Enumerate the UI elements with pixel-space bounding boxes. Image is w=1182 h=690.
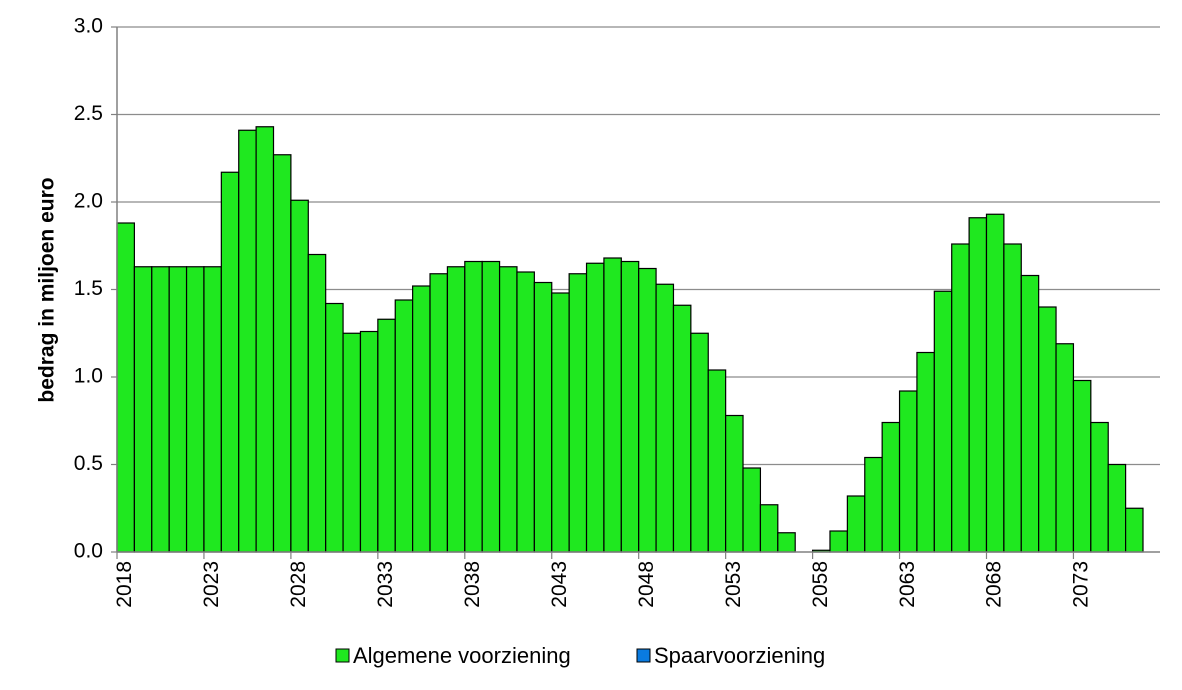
bar-2046: [603, 257, 622, 553]
x-tick-label: 2053: [722, 561, 745, 608]
bar-2043: [551, 292, 570, 553]
bar-2051: [690, 332, 709, 553]
y-tick-label: 1.0: [74, 365, 103, 388]
bar-2047: [620, 260, 640, 553]
bar-2040: [498, 266, 518, 553]
bar-2033: [377, 318, 396, 553]
bar-2068: [985, 213, 1005, 553]
bar-2028: [290, 199, 309, 553]
x-tick-label: 2068: [983, 561, 1006, 608]
bar-2035: [412, 285, 431, 553]
bar-2071: [1038, 306, 1057, 553]
x-tick-label: 2033: [374, 561, 397, 608]
bar-2027: [272, 154, 292, 553]
bar-2064: [916, 351, 935, 553]
x-tick-labels: 2018 2023 2028 2033 2038 2043 2048 2053 2058 2063…: [113, 552, 1093, 608]
legend-swatch: [335, 648, 350, 663]
bar-2032: [359, 330, 379, 553]
x-tick-label: 2028: [287, 561, 310, 608]
bar-2020: [151, 266, 170, 553]
bar-2039: [481, 260, 501, 553]
y-tick-label: 0.5: [74, 452, 103, 475]
legend-label: Algemene voorziening: [353, 643, 571, 668]
bar-2070: [1020, 274, 1040, 553]
bar-2029: [307, 253, 327, 553]
bar-2048: [638, 267, 657, 553]
bar-2065: [933, 290, 953, 553]
y-tick-label: 2.5: [74, 102, 103, 125]
x-tick-label: 2043: [548, 561, 571, 608]
y-tick-label: 0.0: [74, 540, 103, 563]
x-tick-label: 2063: [896, 561, 919, 608]
bar-2073: [1072, 379, 1092, 553]
legend-label: Spaarvoorziening: [654, 643, 825, 668]
bar-2061: [864, 456, 883, 553]
bar-2059: [829, 530, 848, 553]
bar-2044: [568, 273, 588, 553]
y-axis-title: bedrag in miljoen euro: [36, 177, 59, 402]
bar-2030: [325, 302, 344, 553]
bar-2076: [1125, 507, 1144, 553]
y-tick-label: 3.0: [74, 15, 103, 38]
bar-2025: [238, 129, 257, 553]
bar-2045: [585, 262, 605, 553]
bar-2056: [777, 532, 796, 553]
bar-2050: [672, 304, 692, 553]
bar-2069: [1003, 243, 1022, 553]
bar-2034: [394, 299, 414, 553]
x-tick-label: 2048: [635, 561, 658, 608]
legend: Algemene voorziening Spaarvoorziening: [335, 643, 825, 668]
bar-2026: [255, 126, 275, 553]
bar-2074: [1090, 421, 1109, 553]
bar-2052: [707, 369, 727, 553]
y-tick-labels: 0.0 0.5 1.0 1.5 2.0 2.5 3.0: [74, 15, 117, 563]
bar-2037: [446, 266, 466, 553]
x-tick-label: 2058: [809, 561, 832, 608]
bar-2055: [759, 504, 779, 553]
x-tick-label: 2018: [113, 561, 136, 608]
bar-2036: [429, 273, 449, 553]
bar-2066: [951, 243, 970, 553]
legend-swatch: [636, 648, 651, 663]
bar-2038: [464, 260, 483, 553]
bar-2072: [1055, 343, 1075, 553]
bar-2060: [846, 495, 866, 553]
bar-2021: [168, 266, 188, 553]
bar-2018: [116, 222, 135, 553]
bars: [116, 126, 1144, 553]
bar-2023: [203, 266, 222, 553]
bar-2067: [968, 217, 988, 553]
x-tick-label: 2038: [461, 561, 484, 608]
y-tick-label: 1.5: [74, 277, 103, 300]
bar-2019: [133, 266, 153, 553]
bar-2049: [655, 283, 675, 553]
bar-2063: [898, 390, 918, 553]
y-tick-label: 2.0: [74, 190, 103, 213]
bar-2042: [533, 281, 553, 553]
x-tick-label: 2023: [200, 561, 223, 608]
bar-2022: [185, 266, 205, 553]
x-tick-label: 2073: [1070, 561, 1093, 608]
bar-2075: [1107, 463, 1127, 553]
bar-2041: [516, 271, 535, 553]
bar-2054: [742, 467, 762, 553]
bar-2024: [220, 171, 240, 553]
bar-2031: [342, 332, 362, 553]
bar-2053: [725, 414, 744, 553]
bar-2062: [881, 421, 901, 553]
